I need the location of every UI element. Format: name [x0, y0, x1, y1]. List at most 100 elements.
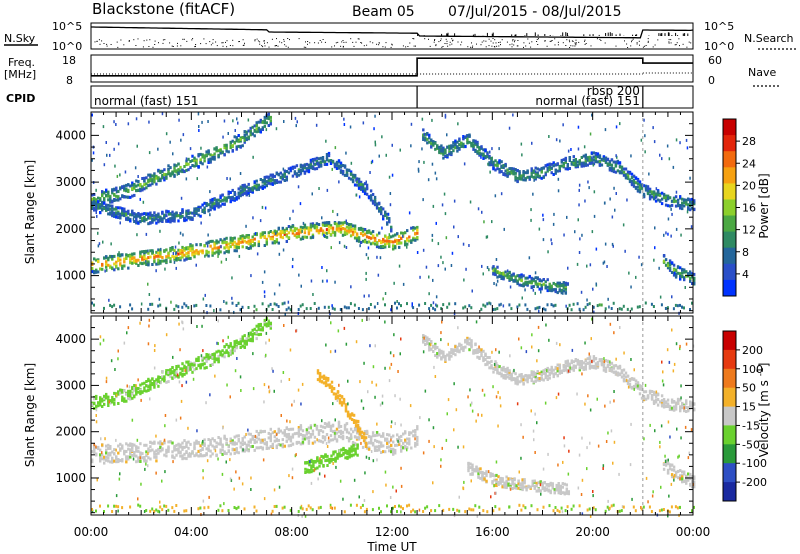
power-echo-cell	[382, 217, 385, 221]
power-speckle	[402, 234, 404, 238]
nsearch-dot	[106, 45, 108, 47]
velocity-echo-cell	[115, 460, 118, 464]
power-echo-cell	[339, 161, 343, 165]
velocity-echo-cell	[103, 455, 106, 459]
velocity-echo-cell	[217, 354, 220, 358]
velocity-echo-cell	[367, 441, 371, 445]
power-speckle	[570, 148, 572, 151]
power-speckle	[384, 292, 387, 295]
power-speckle	[98, 242, 101, 246]
power-echo-cell	[691, 197, 694, 201]
nsearch-dot	[360, 42, 362, 43]
power-echo-cell	[193, 164, 196, 168]
power-echo-cell	[546, 285, 549, 289]
velocity-echo-cell	[408, 442, 411, 446]
power-echo-cell	[355, 234, 359, 238]
power-echo-cell	[233, 141, 236, 145]
power-echo-cell	[217, 240, 220, 244]
power-echo-cell	[612, 170, 616, 174]
power-echo-cell	[656, 198, 660, 202]
power-echo-cell	[660, 202, 664, 206]
power-echo-cell	[299, 225, 303, 229]
power-speckle	[453, 199, 456, 203]
nsearch-dot	[501, 39, 503, 41]
nsearch-dot	[575, 39, 577, 41]
nsearch-dot	[254, 40, 256, 42]
power-speckle	[174, 245, 177, 249]
nsearch-label: N.Search	[744, 32, 794, 45]
power-echo-cell	[359, 187, 363, 191]
power-speckle	[91, 158, 93, 162]
power-speckle	[330, 246, 332, 250]
nsearch-dot	[264, 40, 265, 42]
velocity-echo-cell	[305, 430, 309, 434]
velocity-echo-cell	[189, 442, 192, 446]
power-echo-cell	[550, 171, 553, 175]
velocity-echo-cell	[111, 460, 114, 464]
power-speckle	[176, 172, 179, 176]
power-speckle	[355, 193, 357, 197]
nsearch-dot	[679, 45, 680, 47]
power-echo-cell	[498, 170, 501, 174]
power-echo-cell	[552, 281, 555, 285]
colorbar-swatch	[723, 199, 736, 217]
power-echo-cell	[207, 203, 210, 207]
power-echo-cell	[564, 283, 568, 287]
power-echo-cell	[297, 235, 301, 238]
power-speckle	[338, 180, 340, 184]
power-echo-cell	[339, 230, 343, 234]
velocity-echo-cell	[225, 441, 228, 445]
power-speckle	[679, 141, 681, 145]
power-echo-cell	[127, 209, 130, 213]
power-echo-cell	[177, 171, 180, 175]
power-echo-cell	[107, 263, 110, 267]
colorbar-swatch	[723, 151, 736, 168]
velocity-echo-cell	[219, 437, 222, 441]
velocity-echo-cell	[249, 440, 252, 444]
power-echo-cell	[267, 234, 271, 238]
velocity-echo-cell	[394, 451, 397, 455]
power-speckle	[113, 147, 115, 151]
colorbar-swatch	[723, 231, 736, 249]
power-echo-cell	[484, 304, 487, 308]
power-echo-cell	[249, 133, 252, 137]
power-echo-cell	[440, 144, 443, 148]
velocity-echo-cell	[371, 434, 375, 438]
velocity-echo-cell	[181, 362, 184, 366]
power-echo-cell	[484, 149, 487, 153]
power-echo-cell	[504, 270, 507, 274]
power-echo-cell	[183, 253, 186, 257]
velocity-echo-cell	[205, 358, 208, 362]
power-echo-cell	[562, 162, 566, 165]
power-speckle	[680, 233, 682, 237]
power-echo-cell	[432, 143, 435, 147]
power-echo-cell	[127, 266, 130, 270]
nsearch-dot	[177, 42, 178, 44]
velocity-echo-cell	[193, 368, 196, 372]
power-speckle	[578, 251, 581, 254]
velocity-echo-cell	[375, 433, 379, 437]
power-echo-cell	[203, 156, 206, 160]
power-speckle	[299, 202, 302, 206]
velocity-echo-cell	[181, 454, 184, 458]
power-echo-cell	[564, 281, 568, 285]
nsearch-dot	[128, 40, 130, 42]
power-echo-cell	[365, 187, 369, 191]
power-echo-cell	[313, 167, 317, 171]
power-echo-cell	[620, 165, 624, 169]
power-echo-cell	[241, 144, 244, 148]
velocity-echo-cell	[147, 388, 150, 392]
power-echo-cell	[147, 179, 150, 183]
power-echo-cell	[691, 275, 694, 279]
velocity-echo-cell	[213, 352, 216, 356]
power-speckle	[204, 293, 206, 297]
power-echo-cell	[209, 239, 212, 243]
power-echo-cell	[267, 175, 271, 179]
power-speckle	[652, 126, 654, 130]
nsearch-dot	[657, 39, 659, 41]
power-speckle	[376, 302, 379, 305]
power-echo-cell	[628, 180, 632, 184]
power-echo-cell	[404, 240, 407, 244]
velocity-echo-cell	[155, 452, 158, 456]
